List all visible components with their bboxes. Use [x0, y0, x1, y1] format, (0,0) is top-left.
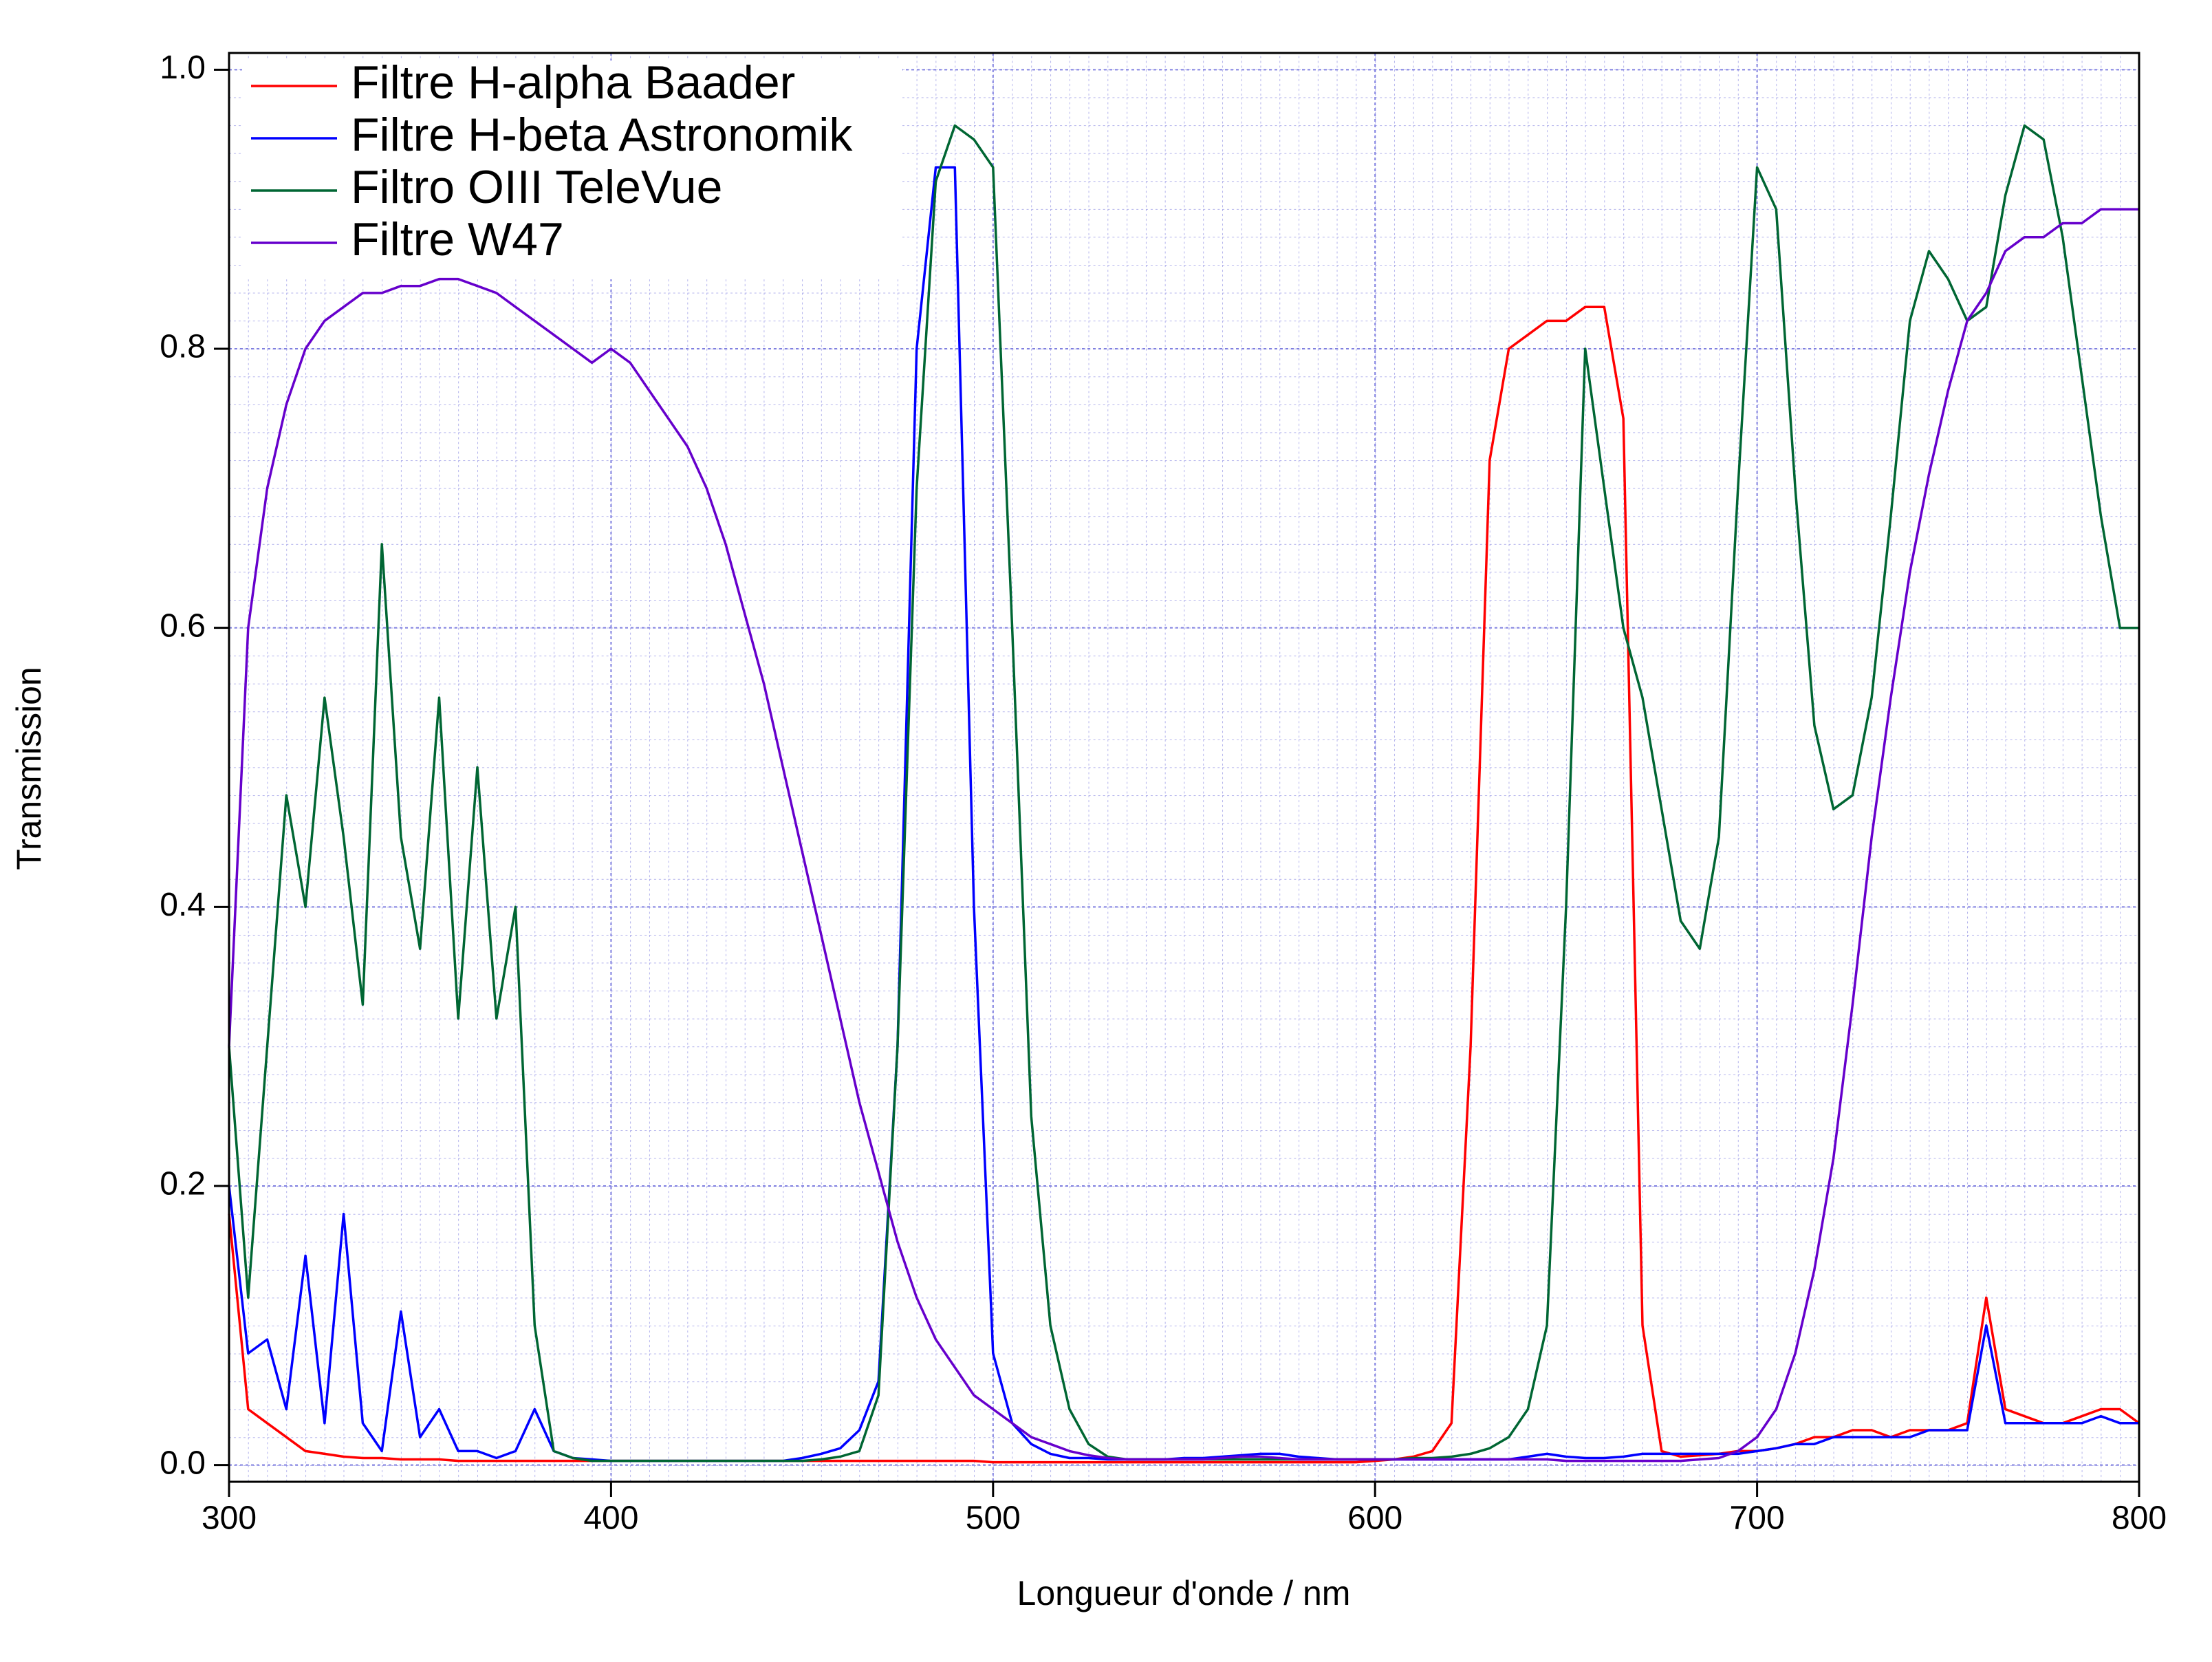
legend-label: Filtre H-alpha Baader [351, 56, 795, 109]
axes: 300 400 500 600 700 800 0.0 0.2 0.4 0.6 0.8 1.0 [160, 50, 2167, 1537]
legend-label: Filtre H-beta Astronomik [351, 109, 853, 161]
x-tick-label: 800 [2112, 1500, 2167, 1537]
x-tick-label: 700 [1730, 1500, 1785, 1537]
y-tick-label: 0.8 [160, 329, 206, 365]
series-line [228, 208, 2139, 1463]
x-tick-label: 500 [966, 1500, 1021, 1537]
x-axis-title: Longueur d'onde / nm [1017, 1574, 1351, 1612]
minor-grid [229, 53, 2139, 1482]
y-tick-label: 0.6 [160, 607, 206, 644]
x-tick-label: 400 [583, 1500, 638, 1537]
x-tick-label: 300 [202, 1500, 257, 1537]
plot-lines [228, 124, 2140, 1464]
legend-label: Filtro OIII TeleVue [351, 161, 722, 213]
x-tick-label: 600 [1347, 1500, 1402, 1537]
y-axis-title: Transmission [10, 667, 48, 870]
legend-background [242, 61, 902, 279]
legend-label: Filtre W47 [351, 213, 564, 266]
y-tick-label: 1.0 [160, 50, 206, 86]
y-tick-label: 0.4 [160, 887, 206, 923]
series-line [228, 305, 2140, 1464]
series-line [228, 166, 2139, 1463]
y-tick-label: 0.0 [160, 1445, 206, 1481]
plot-frame [228, 52, 2140, 1483]
y-tick-label: 0.2 [160, 1166, 206, 1202]
